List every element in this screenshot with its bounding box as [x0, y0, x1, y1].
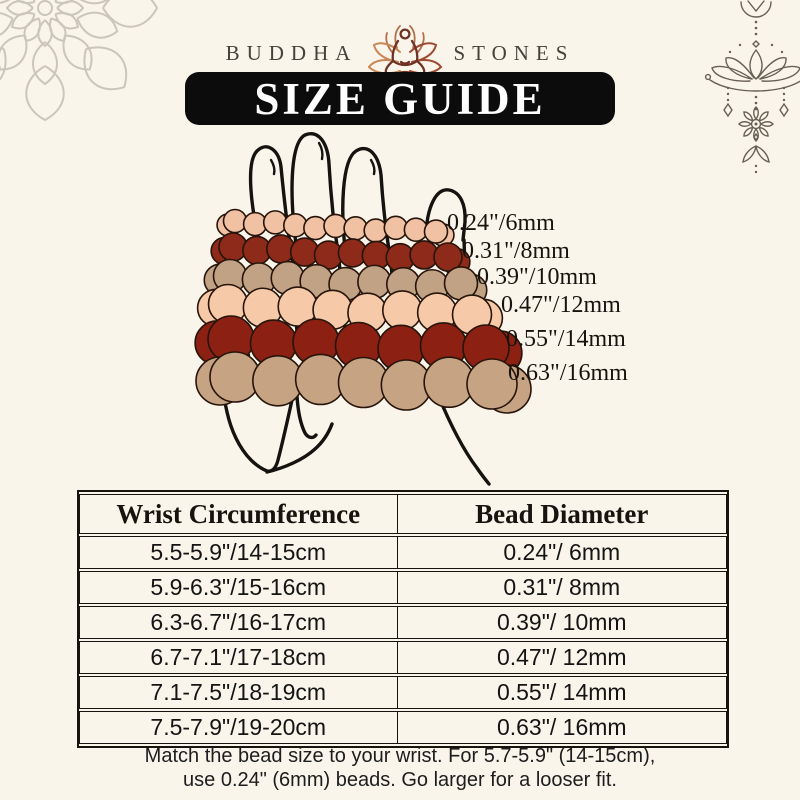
table-cell: 6.3-6.7"/16-17cm [79, 606, 397, 639]
table-header-cell: Wrist Circumference [79, 494, 397, 534]
bracelet-row [195, 351, 532, 414]
size-table: Wrist Circumference Bead Diameter 5.5-5.9… [77, 490, 729, 748]
table-cell: 7.1-7.5"/18-19cm [79, 676, 397, 709]
size-guide-title: SIZE GUIDE [254, 73, 546, 124]
table-cell: 0.31"/ 8mm [396, 571, 727, 604]
hand-outline [218, 132, 491, 486]
footer-line-1: Match the bead size to your wrist. For 5… [144, 745, 656, 767]
table-row: 7.5-7.9"/19-20cm 0.63"/ 16mm [79, 711, 727, 744]
footer-note: Match the bead size to your wrist. For 5… [0, 744, 800, 792]
brand-name-left: BUDDHA [225, 40, 358, 65]
table-cell: 0.63"/ 16mm [396, 711, 727, 744]
bead-size-label: 0.31"/8mm [462, 238, 570, 264]
table-cell: 7.5-7.9"/19-20cm [79, 711, 397, 744]
brand-name-right: STONES [453, 40, 575, 65]
table-cell: 0.24"/ 6mm [396, 536, 727, 569]
table-cell: 0.39"/ 10mm [396, 606, 727, 639]
bracelet-row [203, 258, 488, 307]
table-cell: 0.47"/ 12mm [396, 641, 727, 674]
bead-size-label: 0.24"/6mm [447, 210, 555, 236]
size-guide-banner: SIZE GUIDE [185, 72, 615, 125]
table-row: 5.9-6.3"/15-16cm 0.31"/ 8mm [79, 571, 727, 604]
table-cell: 0.55"/ 14mm [396, 676, 727, 709]
brand-logo: BUDDHA [0, 22, 800, 84]
lotus-meditation-icon [368, 25, 443, 84]
table-cell: 6.7-7.1"/17-18cm [79, 641, 397, 674]
table-row: 6.3-6.7"/16-17cm 0.39"/ 10mm [79, 606, 727, 639]
table-cell: 5.9-6.3"/15-16cm [79, 571, 397, 604]
bead-size-label: 0.39"/10mm [477, 264, 597, 290]
bead-size-label: 0.47"/12mm [501, 292, 621, 318]
table-header-cell: Bead Diameter [396, 494, 727, 534]
bracelet-row [216, 208, 455, 247]
bracelet-row [194, 315, 523, 376]
table-cell: 5.5-5.9"/14-15cm [79, 536, 397, 569]
footer-line-2: use 0.24" (6mm) beads. Go larger for a l… [183, 769, 617, 791]
bracelet-row [210, 232, 471, 277]
table-row: 6.7-7.1"/17-18cm 0.47"/ 12mm [79, 641, 727, 674]
table-row: 7.1-7.5"/18-19cm 0.55"/ 14mm [79, 676, 727, 709]
bead-size-label: 0.55"/14mm [506, 326, 626, 352]
bead-size-label: 0.63"/16mm [508, 360, 628, 386]
table-row: 5.5-5.9"/14-15cm 0.24"/ 6mm [79, 536, 727, 569]
bracelet-row [196, 283, 504, 338]
